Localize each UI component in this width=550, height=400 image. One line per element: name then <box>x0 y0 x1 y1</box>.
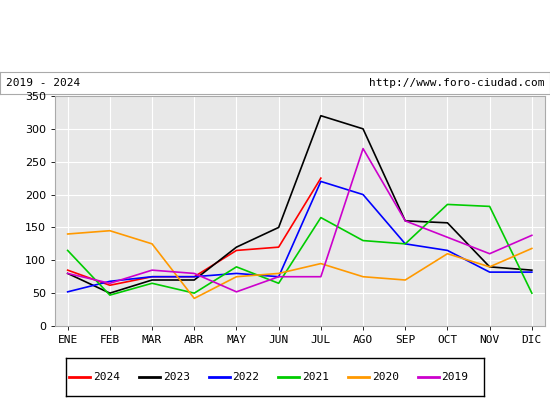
Text: 2021: 2021 <box>302 372 329 382</box>
Text: 2019: 2019 <box>442 372 469 382</box>
Text: 2020: 2020 <box>372 372 399 382</box>
Text: http://www.foro-ciudad.com: http://www.foro-ciudad.com <box>369 78 544 88</box>
Text: 2023: 2023 <box>163 372 190 382</box>
Text: 2022: 2022 <box>233 372 260 382</box>
Text: 2019 - 2024: 2019 - 2024 <box>6 78 80 88</box>
Text: Evolucion Nº Turistas Extranjeros en el municipio de Etxarri Aranatz: Evolucion Nº Turistas Extranjeros en el … <box>0 49 550 63</box>
Text: 2024: 2024 <box>93 372 120 382</box>
